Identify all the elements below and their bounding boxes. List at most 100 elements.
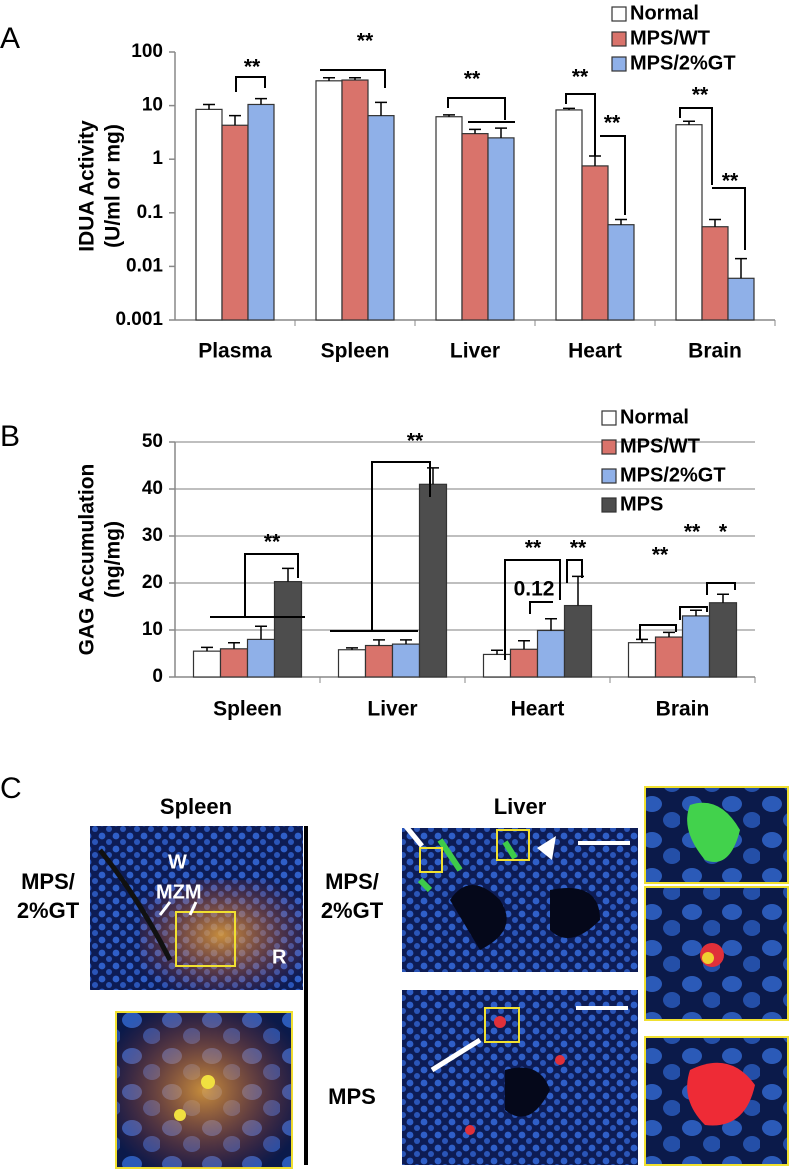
significance-bracket xyxy=(447,97,506,120)
legend-swatch xyxy=(611,56,627,72)
bar xyxy=(536,629,566,678)
legend-swatch xyxy=(601,439,617,455)
x-tick-label: Brain xyxy=(688,340,742,363)
bar xyxy=(607,224,635,321)
significance-label: 0.12 xyxy=(514,578,555,601)
error-bar xyxy=(469,128,481,134)
bar xyxy=(219,648,249,678)
liver-gt-image xyxy=(402,822,638,972)
x-tick-label: Liver xyxy=(367,698,417,721)
x-tick-label: Spleen xyxy=(213,698,282,721)
bar xyxy=(337,649,367,678)
bar xyxy=(364,644,394,678)
y-tick-label: 0.001 xyxy=(115,309,163,330)
error-bar xyxy=(563,107,575,110)
y-tick-label: 30 xyxy=(142,525,163,546)
significance-bracket xyxy=(712,187,746,250)
significance-bracket xyxy=(371,461,431,631)
error-bar xyxy=(636,638,648,643)
x-tick-label: Liver xyxy=(450,340,500,363)
y-axis-label: (U/ml or mg) xyxy=(102,124,125,248)
y-tick-label: 1 xyxy=(152,148,163,169)
bar xyxy=(555,109,583,321)
bar xyxy=(482,653,512,678)
region-label: W xyxy=(168,851,187,873)
bar xyxy=(391,643,421,678)
error-bar xyxy=(615,218,627,225)
bar xyxy=(247,103,275,321)
significance-bracket xyxy=(706,582,736,595)
error-bar xyxy=(255,97,267,105)
legend-label: Normal xyxy=(620,406,689,428)
legend-label: Normal xyxy=(630,2,699,24)
y-axis-label: GAG Accumulation xyxy=(76,464,99,656)
bar xyxy=(563,604,593,678)
legend-swatch xyxy=(601,497,617,513)
panel-label: B xyxy=(0,420,20,453)
x-tick-label: Plasma xyxy=(198,340,272,363)
error-bar xyxy=(495,127,507,138)
y-axis-label: IDUA Activity xyxy=(76,120,99,252)
error-bar xyxy=(349,77,361,81)
panel-label: C xyxy=(0,772,22,805)
bar xyxy=(581,165,609,321)
region-label: MZM xyxy=(156,881,202,903)
error-bar xyxy=(683,120,695,125)
error-bar xyxy=(229,114,241,126)
error-bar xyxy=(709,218,721,227)
bar xyxy=(675,124,703,321)
bar xyxy=(461,133,489,321)
bar xyxy=(708,602,738,678)
error-bar xyxy=(735,257,747,279)
y-tick-label: 40 xyxy=(142,478,163,499)
bar xyxy=(627,642,657,678)
error-bar xyxy=(443,114,455,117)
y-tick-label: 0.1 xyxy=(137,202,164,223)
significance-bracket xyxy=(679,107,713,185)
bar xyxy=(246,638,276,678)
significance-label: ** xyxy=(572,66,589,89)
bar xyxy=(273,580,303,678)
bar xyxy=(341,79,369,321)
bar xyxy=(435,116,463,321)
legend-label: MPS/2%GT xyxy=(620,464,726,486)
y-tick-label: 0 xyxy=(152,666,163,687)
y-tick-label: 10 xyxy=(142,619,163,640)
bar xyxy=(221,124,249,321)
y-tick-label: 0.01 xyxy=(126,255,163,276)
legend-label: MPS/2%GT xyxy=(630,52,736,74)
bar xyxy=(701,226,729,321)
legend-label: MPS/WT xyxy=(630,27,710,49)
significance-label: ** xyxy=(357,30,374,53)
y-tick-label: 20 xyxy=(142,572,163,593)
significance-bracket xyxy=(504,559,561,660)
significance-label: ** xyxy=(264,531,281,554)
error-bar xyxy=(201,646,213,652)
error-bar xyxy=(323,77,335,81)
error-bar xyxy=(228,641,240,649)
error-bar xyxy=(427,467,439,485)
x-tick-label: Brain xyxy=(656,698,710,721)
y-tick-label: 100 xyxy=(131,41,163,62)
error-bar xyxy=(572,575,584,606)
column-title: Spleen xyxy=(160,794,232,819)
significance-label: ** xyxy=(407,430,424,453)
bar xyxy=(418,483,448,678)
significance-bracket xyxy=(566,559,583,583)
liver-mps-image xyxy=(402,990,638,1165)
legend-swatch xyxy=(611,6,627,22)
significance-label: ** xyxy=(244,56,261,79)
panel-label: A xyxy=(0,22,20,55)
error-bar xyxy=(717,593,729,603)
significance-label: ** xyxy=(604,112,621,135)
significance-label: ** xyxy=(525,537,542,560)
significance-bracket xyxy=(565,93,596,156)
row-label: MPS xyxy=(328,1084,376,1109)
significance-label: ** xyxy=(652,544,669,567)
error-bar xyxy=(346,647,358,650)
legend-label: MPS xyxy=(620,493,663,515)
row-label: MPS/ xyxy=(325,869,379,894)
legend-label: MPS/WT xyxy=(620,435,700,457)
significance-label: ** xyxy=(570,537,587,560)
error-bar xyxy=(255,625,267,640)
